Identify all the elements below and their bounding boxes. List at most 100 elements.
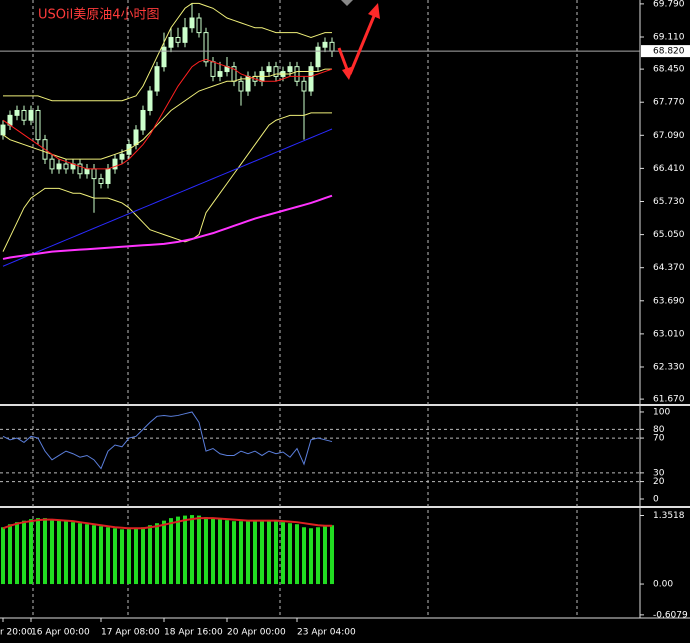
histogram-bar (176, 516, 180, 585)
candle-body (133, 129, 139, 146)
candle-body (161, 46, 167, 68)
histogram-bar (309, 528, 313, 585)
y-tick-label: 0.00 (653, 580, 673, 590)
candle-body (329, 41, 335, 52)
histogram-bar (36, 518, 40, 585)
candle-body (98, 178, 104, 184)
frames (0, 0, 690, 619)
candle-body (56, 163, 62, 170)
candle-body (14, 109, 20, 116)
y-tick-label: 63.690 (653, 296, 685, 306)
candle-body (112, 158, 118, 170)
y-tick-label: 63.010 (653, 329, 685, 339)
candle-body (196, 17, 202, 34)
histogram-bar (127, 529, 131, 585)
arrow-up (348, 15, 376, 75)
histogram-bar (288, 523, 292, 585)
chart-title: USOil美原油4小时图 (38, 8, 160, 23)
histogram-bar (134, 528, 138, 585)
histogram-bar (57, 520, 61, 585)
histogram-bar (99, 526, 103, 585)
candle-body (168, 36, 174, 48)
candle-body (154, 66, 160, 92)
oscillator-line (2, 411, 333, 470)
histogram-bar (92, 525, 96, 585)
histogram-bar (323, 526, 327, 585)
candle-body (322, 41, 328, 48)
histogram-bar (43, 518, 47, 585)
x-tick-label: 18 Apr 16:00 (164, 628, 223, 638)
histogram-bar (155, 523, 159, 585)
histogram-bar (148, 525, 152, 585)
y-tick-label: 69.790 (653, 0, 685, 9)
histogram-bar (120, 529, 124, 585)
histogram-bar (253, 520, 257, 585)
overlay-line (2, 194, 333, 260)
candle-body (21, 109, 27, 121)
histogram-bar (22, 520, 26, 585)
histogram-bar (260, 520, 264, 585)
candle-body (238, 80, 244, 92)
candle-body (28, 109, 34, 121)
candle-body (119, 153, 125, 160)
candle-body (308, 66, 314, 92)
histogram-bar (8, 524, 12, 585)
x-tick-label: 23 Apr 04:00 (297, 628, 356, 638)
y-tick-label: 68.450 (653, 65, 685, 75)
histogram-bar (218, 519, 222, 585)
arrow-down (337, 47, 350, 73)
y-tick-label: 62.330 (653, 362, 685, 372)
y-tick-label: 70 (653, 434, 665, 444)
histogram-bar (204, 517, 208, 585)
candle-body (175, 36, 181, 43)
histogram-bar (225, 520, 229, 585)
annotation-arrows (337, 0, 380, 80)
candle-body (0, 124, 6, 136)
candle-body (147, 90, 153, 111)
y-tick-label: 0 (653, 494, 659, 504)
histogram-bar (1, 527, 5, 585)
y-tick-label: 66.410 (653, 164, 685, 174)
histogram-bar (246, 521, 250, 585)
y-tick-label: 69.110 (653, 32, 685, 42)
y-tick-label: 67.090 (653, 131, 685, 141)
histogram-bar (183, 515, 187, 585)
overlay-line (2, 128, 333, 267)
candle-body (287, 66, 293, 73)
candle-body (91, 168, 97, 180)
candle-body (273, 66, 279, 77)
histogram-bar (267, 520, 271, 585)
y-tick-label: 64.370 (653, 263, 685, 273)
candle-body (105, 168, 111, 184)
x-tick-label: 20 Apr 00:00 (227, 628, 286, 638)
x-tick-label: 17 Apr 08:00 (101, 628, 160, 638)
histogram-bar (64, 521, 68, 585)
y-tick-label: 100 (653, 407, 670, 417)
histogram-bar (78, 523, 82, 585)
histogram-bar (15, 522, 19, 585)
vertical-grid (32, 0, 578, 618)
candle-body (217, 71, 223, 77)
candle-body (301, 80, 307, 92)
histogram-bar (113, 528, 117, 585)
candle-body (140, 109, 146, 131)
y-tick-label: -0.6079 (653, 610, 688, 620)
candle-body (84, 168, 90, 175)
x-tick-label: r 20:00 (0, 628, 33, 638)
histogram-bar (295, 524, 299, 585)
y-tick-label: 20 (653, 477, 665, 487)
histogram-bar (211, 518, 215, 585)
y-tick-label: 61.670 (653, 395, 685, 405)
candle-body (189, 17, 195, 29)
histogram-bar (71, 522, 75, 585)
overlay-line (2, 112, 332, 252)
histogram-bar (190, 515, 194, 585)
histogram-bar (302, 527, 306, 585)
histogram-bar (281, 522, 285, 585)
histogram-bar (239, 521, 243, 585)
x-tick-label: 16 Apr 00:00 (31, 628, 90, 638)
histogram-bar (29, 519, 33, 585)
histogram-bar (274, 521, 278, 585)
histogram-bar (106, 527, 110, 585)
